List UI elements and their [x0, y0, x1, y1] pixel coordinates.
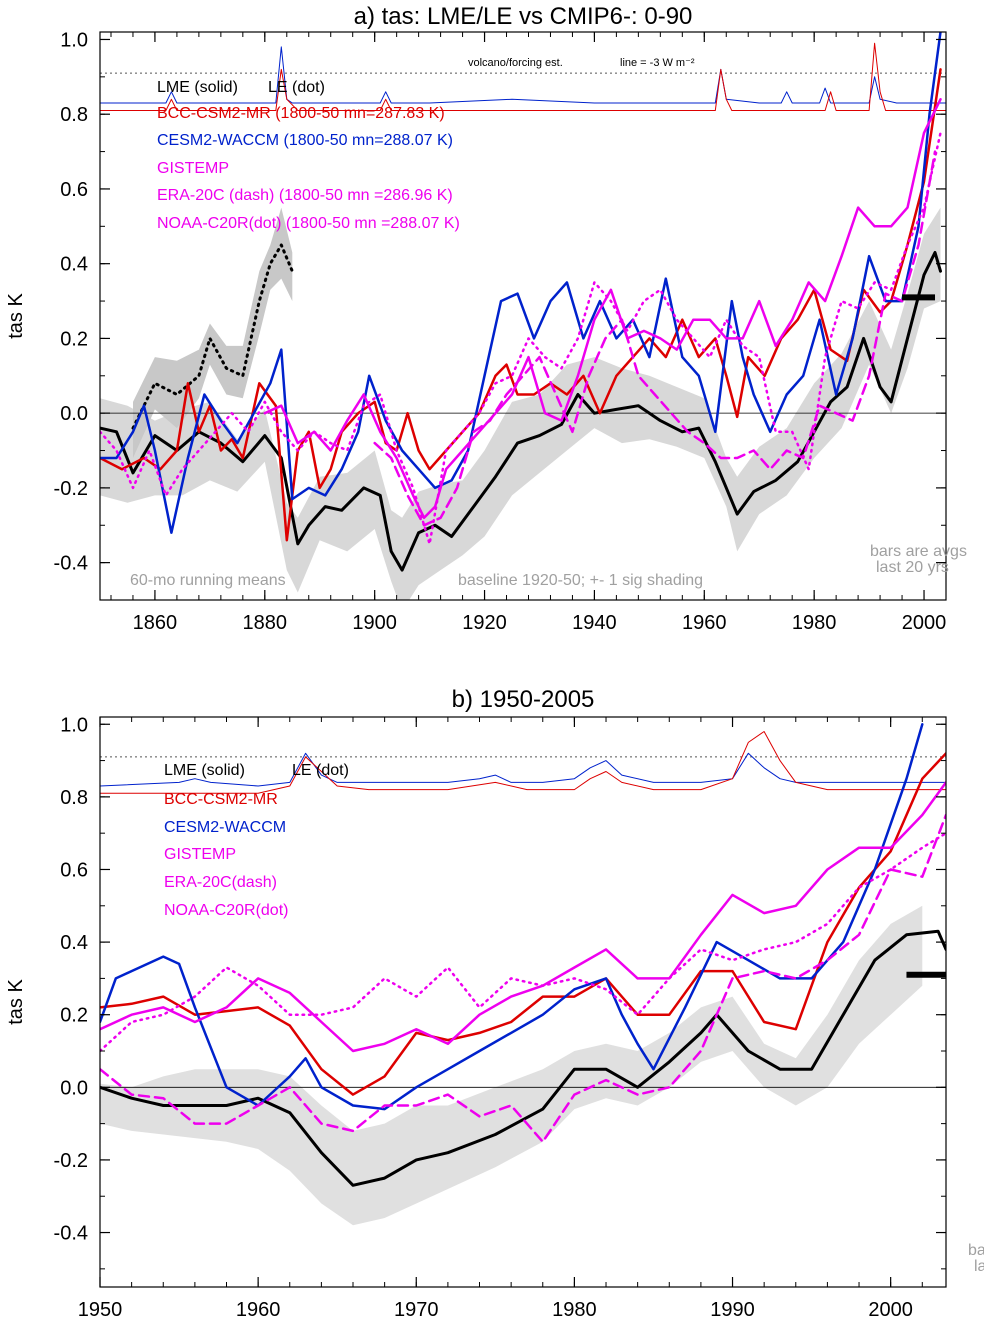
y-tick-label: 0.4: [60, 932, 88, 954]
series-line-era-20c: [373, 150, 937, 527]
legend-entry: GISTEMP: [164, 846, 236, 863]
series-line-bcc-csm2-mr: [100, 752, 946, 1096]
y-tick-label: 0.4: [60, 254, 88, 276]
series-line-cesm2-waccm: [100, 32, 942, 534]
legend-entry: ERA-20C(dash): [164, 874, 277, 891]
series-line-lme-solid-: [100, 929, 946, 1187]
legend-entry: LME (solid): [164, 762, 245, 779]
annotation-running-means: 60-mo running means: [130, 572, 286, 589]
y-tick-label: 0.0: [60, 403, 88, 425]
legend-entry: BCC-CSM2-MR (1800-50 mn=287.83 K): [157, 105, 445, 122]
y-tick-label: -0.4: [54, 553, 88, 575]
series-line-le-dot-: [131, 243, 294, 430]
series-line-bcc-csm2-mr-forcing: [100, 42, 946, 111]
y-axis-label: tas K: [5, 979, 27, 1025]
chart-panel-a: a) tas: LME/LE vs CMIP6-: 0-90 tas K -0.4 -…: [5, 3, 967, 634]
chart-title: b) 1950-2005: [452, 686, 595, 713]
legend-entry: CESM2-WACCM: [164, 819, 286, 836]
shading-lme-1-sig: [100, 207, 941, 600]
x-tick-label: 1950: [78, 1299, 123, 1321]
y-axis-label: tas K: [5, 293, 27, 339]
series-line-era-20c: [100, 813, 946, 1144]
x-tick-label: 2000: [868, 1299, 913, 1321]
annotation-volcano: volcano/forcing est.: [468, 57, 563, 69]
y-tick-label: 1.0: [60, 29, 88, 51]
y-tick-label: 0.8: [60, 787, 88, 809]
x-tick-label: 1960: [682, 612, 727, 634]
y-tick-label: 0.6: [60, 179, 88, 201]
y-tick-label: 0.8: [60, 104, 88, 126]
y-tick-label: -0.4: [54, 1223, 88, 1245]
x-tick-label: 1880: [243, 612, 288, 634]
x-tick-label: 1990: [710, 1299, 755, 1321]
y-tick-label: 0.2: [60, 328, 88, 350]
plot-area: [100, 32, 946, 600]
series-line-noaa-c20r: [100, 131, 942, 546]
y-tick-label: -0.2: [54, 478, 88, 500]
series-line-cesm2-waccm-forcing: [100, 752, 946, 787]
chart-panel-b: b) 1950-2005 tas K -0.4 -0.2 0.0 0.2 0.4 0.6 0.8…: [5, 686, 984, 1321]
legend-entry: BCC-CSM2-MR: [164, 791, 278, 808]
annotation-bars-line1: bars are avgs: [870, 543, 967, 560]
legend-entry: ERA-20C (dash) (1800-50 mn =286.96 K): [157, 187, 453, 204]
x-tick-label: 1860: [133, 612, 178, 634]
series-line-gistemp: [263, 98, 942, 520]
series-line-noaa-c20r: [100, 831, 946, 1053]
series-line-cesm2-waccm-forcing: [100, 46, 946, 104]
annotation-bars-line2: la: [974, 1258, 984, 1275]
chart-title: a) tas: LME/LE vs CMIP6-: 0-90: [354, 3, 693, 30]
y-tick-label: 0.0: [60, 1077, 88, 1099]
shading-le-1-sig: [133, 207, 293, 458]
plot-frame: [99, 31, 947, 601]
annotation-forcing-line: line = -3 W m⁻²: [620, 57, 695, 69]
y-tick-label: 1.0: [60, 714, 88, 736]
legend-entry: GISTEMP: [157, 160, 229, 177]
legend-entry: LME (solid): [157, 79, 238, 96]
legend-entry: LE (dot): [292, 762, 349, 779]
legend-entry: LE (dot): [268, 79, 325, 96]
legend-entry: NOAA-C20R(dot) (1800-50 mn =288.07 K): [157, 215, 460, 232]
x-tick-label: 1900: [352, 612, 397, 634]
x-tick-label: 1980: [552, 1299, 597, 1321]
x-tick-label: 2000: [902, 612, 947, 634]
x-tick-label: 1920: [462, 612, 507, 634]
x-tick-label: 1980: [792, 612, 837, 634]
x-tick-label: 1940: [572, 612, 617, 634]
series-line-gistemp: [100, 781, 946, 1053]
annotation-bars-line2: last 20 yrs: [876, 559, 949, 576]
series-line-bcc-csm2-mr-forcing: [100, 731, 946, 794]
x-tick-label: 1960: [236, 1299, 281, 1321]
x-tick-label: 1970: [394, 1299, 439, 1321]
y-tick-label: 0.2: [60, 1005, 88, 1027]
legend-entry: NOAA-C20R(dot): [164, 902, 288, 919]
legend-entry: CESM2-WACCM (1800-50 mn=288.07 K): [157, 132, 453, 149]
plot-frame: [99, 716, 947, 1288]
y-tick-label: 0.6: [60, 859, 88, 881]
y-tick-label: -0.2: [54, 1150, 88, 1172]
shading-lme-1-sig: [100, 905, 923, 1226]
annotation-baseline: baseline 1920-50; +- 1 sig shading: [458, 572, 703, 589]
annotation-bars-line1: ba: [968, 1242, 984, 1259]
plot-area: [100, 723, 946, 1226]
series-line-lme-solid-: [100, 251, 942, 572]
series-line-bcc-csm2-mr: [100, 68, 942, 542]
